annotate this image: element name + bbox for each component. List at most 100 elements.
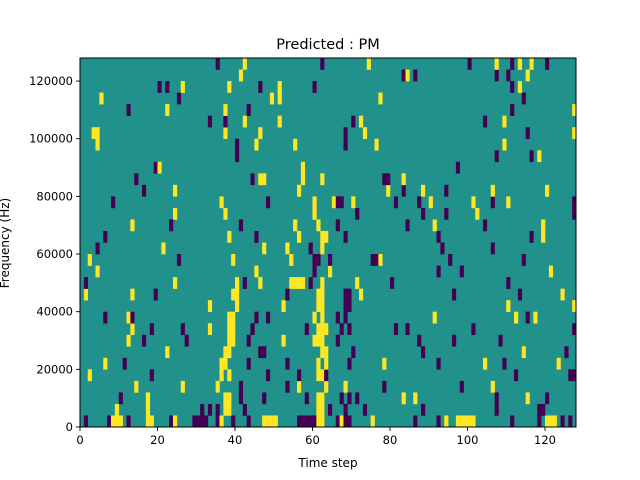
heatmap-cell-positive bbox=[370, 415, 375, 428]
heatmap-cell-negative bbox=[529, 230, 534, 243]
heatmap-cell-negative bbox=[343, 288, 348, 301]
y-tick-label: 120000 bbox=[29, 74, 73, 88]
heatmap-cell-negative bbox=[118, 392, 123, 405]
heatmap-cell-negative bbox=[231, 415, 236, 428]
heatmap-cell-negative bbox=[343, 300, 348, 312]
heatmap-cell-negative bbox=[436, 230, 441, 243]
heatmap-cell-positive bbox=[455, 415, 461, 428]
heatmap-cell-negative bbox=[347, 392, 352, 405]
heatmap-cell-negative bbox=[328, 254, 333, 266]
heatmap-cell-positive bbox=[227, 369, 232, 382]
heatmap-cell-positive bbox=[355, 277, 360, 289]
heatmap-cell-positive bbox=[572, 300, 577, 312]
heatmap-cell-negative bbox=[382, 380, 387, 393]
heatmap-cell-negative bbox=[142, 334, 147, 347]
heatmap-cell-negative bbox=[176, 92, 182, 105]
plot-frame bbox=[79, 57, 577, 428]
heatmap-cell-positive bbox=[572, 127, 577, 140]
heatmap-cell-negative bbox=[545, 392, 550, 405]
heatmap-cell-positive bbox=[312, 196, 317, 209]
heatmap-cell-negative bbox=[339, 392, 344, 405]
heatmap-cell-negative bbox=[483, 219, 488, 232]
heatmap-cell-positive bbox=[293, 219, 298, 232]
heatmap-cell-negative bbox=[537, 403, 542, 416]
heatmap-cell-positive bbox=[343, 380, 348, 393]
heatmap-cell-negative bbox=[525, 311, 530, 324]
heatmap-cell-positive bbox=[320, 369, 325, 382]
heatmap-cell-negative bbox=[153, 288, 158, 301]
heatmap-cell-negative bbox=[235, 138, 240, 151]
heatmap-cell-negative bbox=[142, 184, 147, 197]
heatmap-cell-negative bbox=[498, 334, 503, 347]
heatmap-cell-negative bbox=[421, 346, 426, 359]
heatmap-cell-positive bbox=[227, 311, 232, 324]
heatmap-cell-positive bbox=[293, 277, 298, 289]
heatmap-cell-positive bbox=[320, 334, 325, 347]
heatmap-cell-positive bbox=[161, 242, 166, 255]
heatmap-cell-positive bbox=[254, 138, 259, 151]
heatmap-cell-negative bbox=[545, 58, 550, 70]
heatmap-cell-negative bbox=[308, 242, 313, 255]
heatmap-cell-positive bbox=[548, 265, 554, 278]
heatmap-cell-positive bbox=[351, 196, 356, 209]
heatmap-cell-positive bbox=[165, 104, 170, 116]
heatmap-cell-negative bbox=[285, 357, 290, 370]
heatmap-cell-positive bbox=[444, 415, 449, 428]
heatmap-cell-positive bbox=[173, 207, 178, 220]
heatmap-cell-positive bbox=[258, 173, 263, 186]
heatmap-cell-positive bbox=[219, 357, 224, 370]
heatmap-cell-negative bbox=[413, 69, 418, 82]
heatmap-cell-positive bbox=[165, 346, 170, 359]
heatmap-cell-positive bbox=[320, 323, 325, 336]
heatmap-cell-negative bbox=[568, 415, 573, 428]
heatmap-cell-positive bbox=[223, 357, 228, 370]
heatmap-cell-negative bbox=[452, 288, 457, 301]
x-axis: 0 20 40 60 80 100 120 bbox=[76, 427, 556, 447]
heatmap-cell-negative bbox=[300, 415, 306, 428]
plot-area bbox=[79, 57, 577, 428]
heatmap-cell-positive bbox=[285, 242, 290, 255]
heatmap-cell-positive bbox=[316, 288, 321, 301]
heatmap-cell-positive bbox=[320, 346, 325, 359]
heatmap-cell-positive bbox=[316, 415, 321, 428]
heatmap-cell-positive bbox=[483, 357, 488, 370]
heatmap-cell-positive bbox=[95, 127, 100, 140]
heatmap-cell-negative bbox=[122, 357, 127, 370]
heatmap-cell-positive bbox=[378, 254, 383, 266]
heatmap-cell-positive bbox=[382, 357, 387, 370]
heatmap-cell-positive bbox=[316, 300, 321, 312]
heatmap-cell-negative bbox=[130, 311, 135, 324]
heatmap-cell-positive bbox=[320, 277, 325, 289]
heatmap-cell-negative bbox=[165, 81, 170, 93]
heatmap-cell-negative bbox=[95, 242, 100, 255]
heatmap-cell-negative bbox=[444, 207, 449, 220]
heatmap-cell-positive bbox=[521, 346, 526, 359]
heatmap-cell-positive bbox=[320, 288, 325, 301]
heatmap-cell-positive bbox=[238, 69, 244, 82]
heatmap-cell-negative bbox=[444, 184, 449, 197]
y-axis: 0 20000 40000 60000 80000 100000 120000 bbox=[29, 74, 80, 434]
heatmap-cell-negative bbox=[405, 219, 410, 232]
heatmap-cell-positive bbox=[180, 81, 185, 93]
heatmap-cell-positive bbox=[324, 346, 329, 359]
heatmap-cell-positive bbox=[545, 184, 550, 197]
heatmap-cell-negative bbox=[316, 254, 321, 266]
heatmap-cell-negative bbox=[506, 69, 511, 82]
x-tick-label: 80 bbox=[383, 433, 398, 447]
heatmap-cell-positive bbox=[114, 415, 120, 428]
heatmap-cell-positive bbox=[277, 115, 282, 128]
heatmap-cell-negative bbox=[312, 254, 317, 266]
heatmap-cell-positive bbox=[475, 207, 480, 220]
heatmap-cell-negative bbox=[149, 369, 154, 382]
heatmap-cell-negative bbox=[393, 323, 399, 336]
heatmap-cell-positive bbox=[517, 81, 523, 93]
heatmap-cell-positive bbox=[262, 173, 267, 186]
heatmap-cell-negative bbox=[176, 254, 182, 266]
heatmap-cell-positive bbox=[378, 92, 383, 105]
heatmap-cell-negative bbox=[126, 104, 131, 116]
heatmap-cell-positive bbox=[118, 415, 123, 428]
heatmap-cell-negative bbox=[521, 92, 526, 105]
heatmap-cell-negative bbox=[510, 104, 515, 116]
heatmap-cell-negative bbox=[153, 161, 158, 174]
